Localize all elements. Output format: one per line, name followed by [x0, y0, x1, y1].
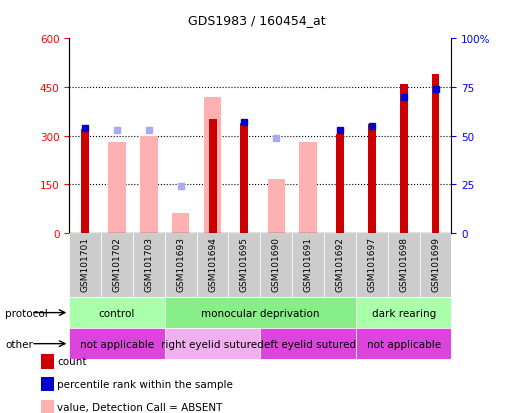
Text: right eyelid sutured: right eyelid sutured	[161, 339, 264, 349]
Text: value, Detection Call = ABSENT: value, Detection Call = ABSENT	[57, 402, 223, 412]
Text: left eyelid sutured: left eyelid sutured	[261, 339, 356, 349]
Bar	[241, 123, 248, 233]
FancyBboxPatch shape	[69, 328, 165, 359]
FancyBboxPatch shape	[356, 233, 388, 297]
Bar	[172, 214, 189, 233]
Bar	[400, 85, 408, 233]
Bar	[336, 135, 344, 233]
FancyBboxPatch shape	[356, 328, 451, 359]
FancyBboxPatch shape	[69, 233, 101, 297]
Text: control: control	[99, 308, 135, 318]
FancyBboxPatch shape	[165, 297, 356, 328]
Text: count: count	[57, 356, 87, 366]
Text: GSM101702: GSM101702	[112, 237, 122, 291]
Text: GSM101703: GSM101703	[144, 237, 153, 292]
Text: GSM101697: GSM101697	[367, 237, 377, 292]
Text: GDS1983 / 160454_at: GDS1983 / 160454_at	[188, 14, 325, 27]
FancyBboxPatch shape	[420, 233, 451, 297]
FancyBboxPatch shape	[165, 233, 196, 297]
Bar	[108, 143, 126, 233]
Bar	[431, 75, 440, 233]
FancyBboxPatch shape	[261, 328, 356, 359]
FancyBboxPatch shape	[196, 233, 228, 297]
FancyBboxPatch shape	[228, 233, 261, 297]
Text: percentile rank within the sample: percentile rank within the sample	[57, 379, 233, 389]
Text: GSM101693: GSM101693	[176, 237, 185, 292]
Bar	[267, 180, 285, 233]
Bar	[300, 143, 317, 233]
Text: not applicable: not applicable	[367, 339, 441, 349]
FancyBboxPatch shape	[101, 233, 133, 297]
FancyBboxPatch shape	[356, 297, 451, 328]
Text: GSM101695: GSM101695	[240, 237, 249, 292]
FancyBboxPatch shape	[69, 297, 165, 328]
Text: not applicable: not applicable	[80, 339, 154, 349]
Text: protocol: protocol	[5, 308, 48, 318]
FancyBboxPatch shape	[133, 233, 165, 297]
FancyBboxPatch shape	[261, 233, 292, 297]
Text: monocular deprivation: monocular deprivation	[201, 308, 320, 318]
Text: GSM101694: GSM101694	[208, 237, 217, 291]
Text: GSM101698: GSM101698	[399, 237, 408, 292]
Bar	[81, 130, 89, 233]
Text: other: other	[5, 339, 33, 349]
Bar	[140, 136, 157, 233]
Text: GSM101701: GSM101701	[81, 237, 90, 292]
FancyBboxPatch shape	[388, 233, 420, 297]
Bar	[204, 97, 221, 233]
Text: GSM101692: GSM101692	[336, 237, 344, 291]
Text: dark rearing: dark rearing	[371, 308, 436, 318]
Text: GSM101691: GSM101691	[304, 237, 312, 292]
FancyBboxPatch shape	[324, 233, 356, 297]
Text: GSM101699: GSM101699	[431, 237, 440, 292]
Bar	[368, 125, 376, 233]
Bar	[209, 120, 216, 233]
FancyBboxPatch shape	[292, 233, 324, 297]
FancyBboxPatch shape	[165, 328, 261, 359]
Text: GSM101690: GSM101690	[272, 237, 281, 292]
